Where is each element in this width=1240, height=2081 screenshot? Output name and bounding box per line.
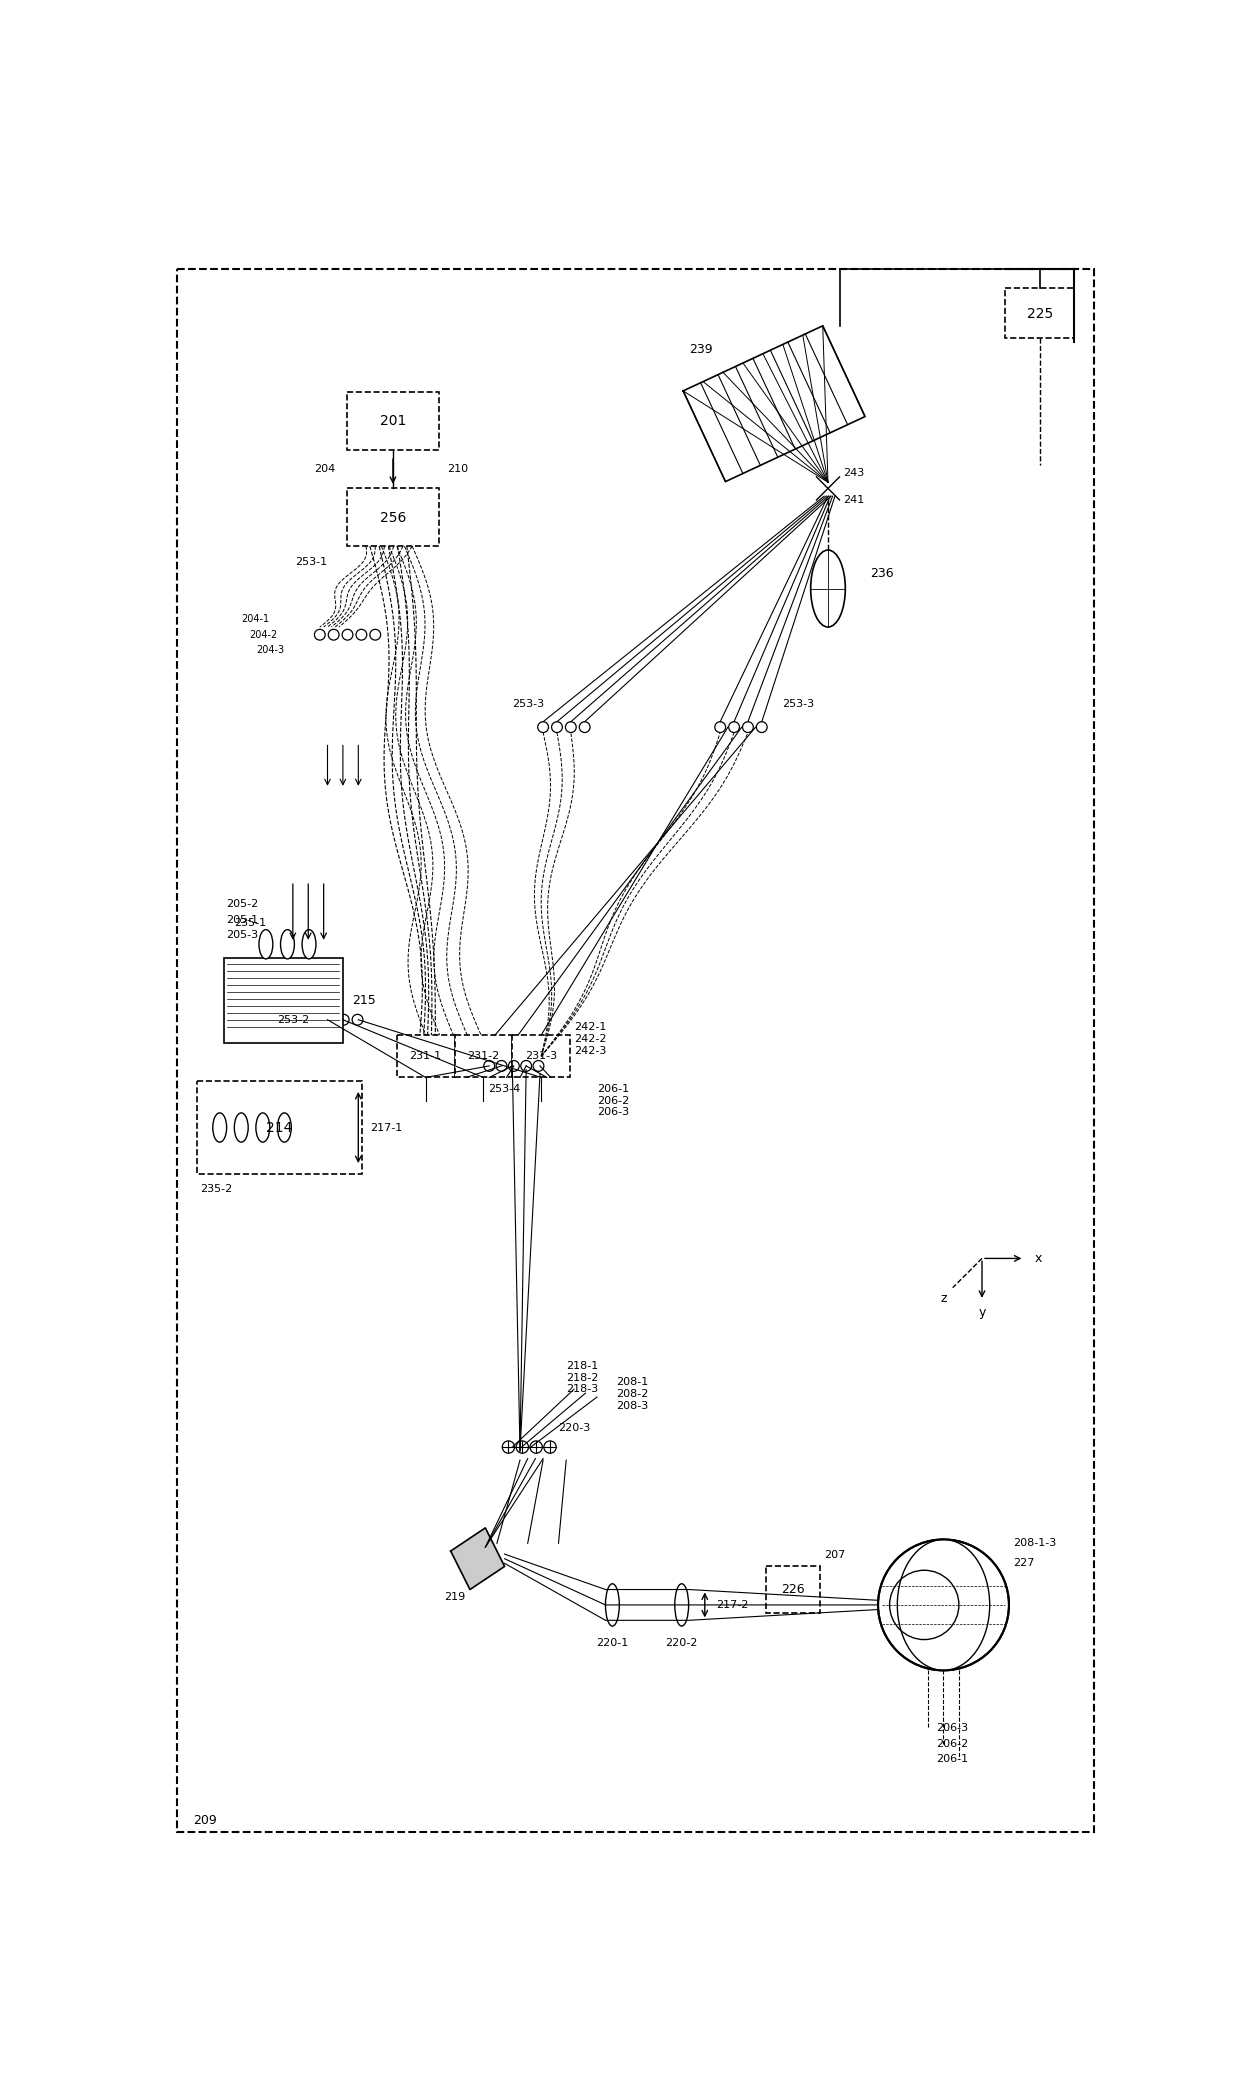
Ellipse shape [278,1113,291,1142]
Ellipse shape [898,1540,990,1671]
Text: 241: 241 [843,495,864,506]
Text: 253-1: 253-1 [295,556,327,566]
Ellipse shape [280,930,294,959]
Text: 208-1: 208-1 [616,1378,649,1386]
Ellipse shape [675,1584,688,1625]
Bar [1006,289,1074,339]
Text: 207: 207 [825,1550,846,1561]
Text: 208-3: 208-3 [616,1401,649,1411]
Ellipse shape [234,1113,248,1142]
Text: z: z [940,1292,947,1305]
Text: 208-1-3: 208-1-3 [1013,1538,1056,1548]
Text: 214: 214 [267,1120,293,1134]
Ellipse shape [259,930,273,959]
Ellipse shape [605,1584,619,1625]
Text: 206-2: 206-2 [936,1738,968,1748]
Text: 256: 256 [379,510,407,524]
Ellipse shape [303,930,316,959]
Ellipse shape [213,1113,227,1142]
Bar [512,1034,570,1078]
Text: 239: 239 [689,343,713,356]
Text: 206-1: 206-1 [936,1754,968,1765]
Bar [766,1567,821,1613]
Text: 206-2: 206-2 [596,1095,629,1105]
Text: 220-1: 220-1 [596,1638,629,1648]
Text: 204-3: 204-3 [257,645,285,656]
Text: 205-1: 205-1 [226,916,258,924]
Text: 231-2: 231-2 [467,1051,500,1061]
Text: 236: 236 [870,566,894,581]
Text: 204-2: 204-2 [249,631,278,639]
Text: 215: 215 [352,995,376,1007]
Text: 206-3: 206-3 [596,1107,629,1117]
Text: 226: 226 [781,1584,805,1596]
Text: 209: 209 [192,1815,217,1827]
Text: 227: 227 [1013,1557,1034,1567]
Text: 206-3: 206-3 [936,1723,968,1733]
Text: 218-2: 218-2 [567,1373,599,1382]
Text: 205-3: 205-3 [226,930,258,941]
Text: 218-3: 218-3 [567,1384,599,1394]
Bar [223,957,343,1043]
Text: 201: 201 [379,414,407,429]
Text: 204-1: 204-1 [242,614,269,624]
Text: 220-2: 220-2 [666,1638,698,1648]
Text: 253-2: 253-2 [278,1016,310,1024]
Text: 242-2: 242-2 [574,1034,606,1045]
Text: 242-1: 242-1 [574,1022,606,1032]
Text: y: y [978,1305,986,1319]
Text: 235-1: 235-1 [234,918,267,928]
Text: 205-2: 205-2 [226,899,258,909]
Text: 219: 219 [444,1592,465,1602]
Text: 204: 204 [314,464,335,474]
Ellipse shape [255,1113,270,1142]
Text: 253-4: 253-4 [489,1084,521,1095]
Text: 231-3: 231-3 [525,1051,557,1061]
Ellipse shape [811,549,846,626]
Text: 225: 225 [1027,306,1053,320]
Bar [347,391,439,449]
Bar [455,1034,512,1078]
Text: 218-1: 218-1 [567,1361,599,1371]
Bar [197,1082,362,1174]
Text: 253-3: 253-3 [512,699,544,710]
Text: 210: 210 [446,464,467,474]
Bar [347,489,439,545]
Text: 206-1: 206-1 [596,1084,629,1095]
Text: 253-3: 253-3 [781,699,813,710]
Text: x: x [1034,1253,1042,1265]
Text: 220-3: 220-3 [558,1423,590,1434]
Text: 231-1: 231-1 [409,1051,441,1061]
Bar [397,1034,455,1078]
Text: 208-2: 208-2 [616,1388,649,1398]
Text: 217-2: 217-2 [717,1600,749,1611]
Text: 217-1: 217-1 [370,1122,402,1132]
Text: 235-2: 235-2 [201,1184,233,1194]
Text: 243: 243 [843,468,864,479]
Text: 242-3: 242-3 [574,1045,606,1055]
Polygon shape [450,1527,505,1590]
